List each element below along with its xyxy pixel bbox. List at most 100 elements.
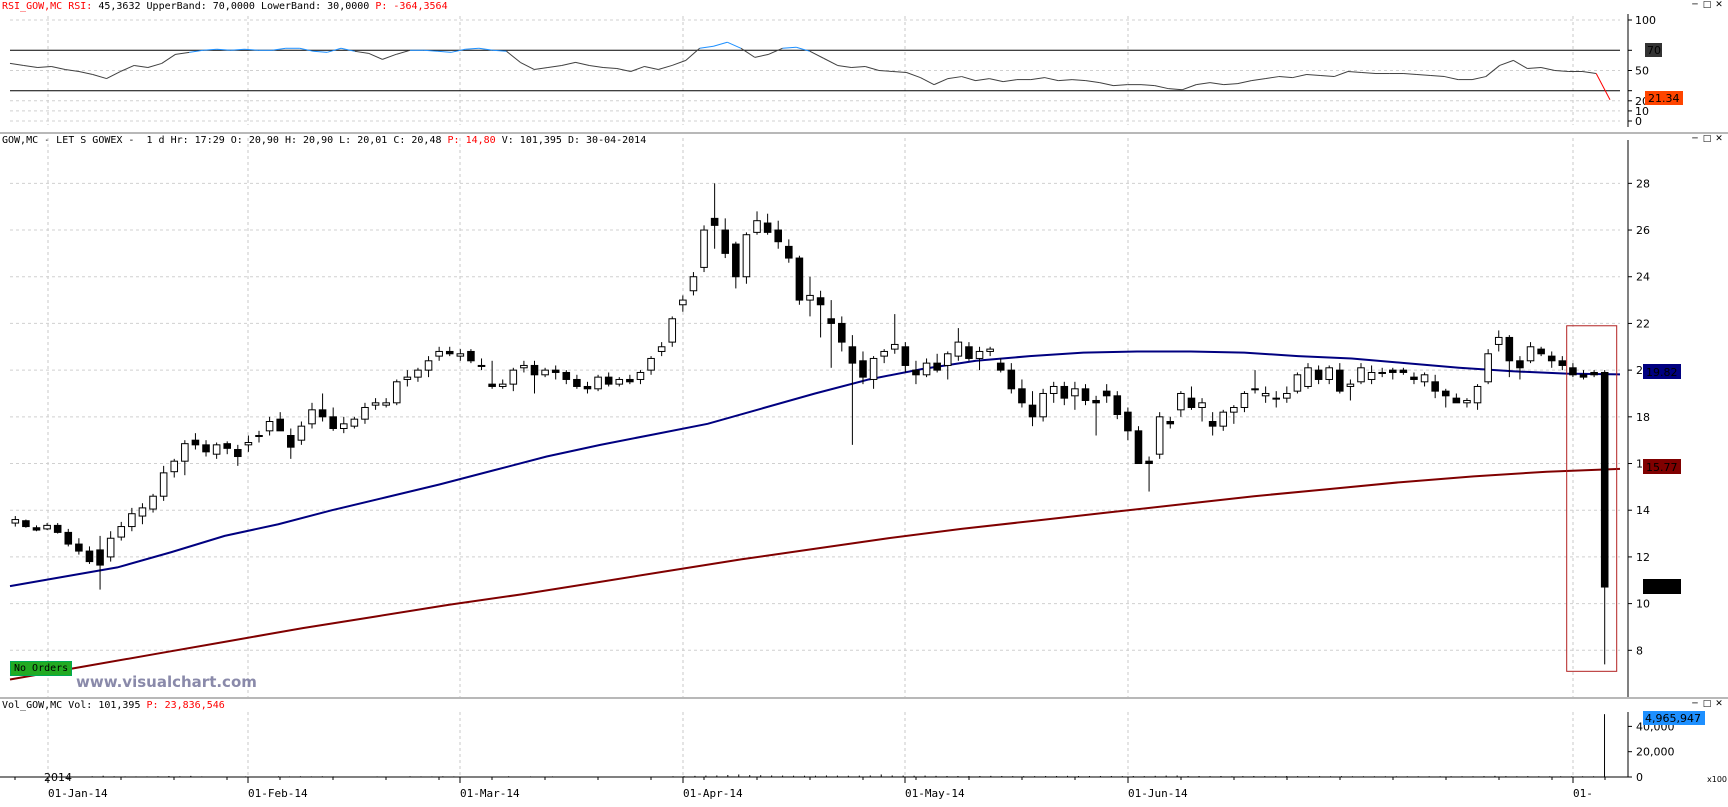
rsi-segment bbox=[203, 48, 217, 51]
rsi-segment bbox=[920, 77, 935, 86]
rsi-segment bbox=[147, 62, 162, 68]
rsi-segment bbox=[271, 47, 286, 51]
candle-up bbox=[159, 472, 168, 497]
price-y-tick-label: 18 bbox=[1636, 411, 1650, 424]
rsi-segment bbox=[1471, 76, 1486, 81]
rsi-segment bbox=[492, 49, 507, 52]
x-tick-label: 01-May-14 bbox=[905, 787, 965, 800]
rsi-segment bbox=[451, 48, 466, 53]
close-icon[interactable]: ✕ bbox=[1715, 0, 1723, 10]
candle-up bbox=[308, 409, 316, 425]
rsi-segment bbox=[368, 52, 383, 60]
candle-up bbox=[1484, 353, 1492, 383]
candle-down bbox=[996, 362, 1005, 371]
volume-y-tick-label: 0 bbox=[1636, 771, 1643, 784]
candle-up bbox=[1219, 411, 1228, 427]
candle-up bbox=[1420, 374, 1429, 383]
candle-up bbox=[1261, 392, 1270, 397]
rsi-segment bbox=[671, 59, 687, 66]
rsi-price-separator[interactable] bbox=[0, 132, 1728, 134]
rsi-segment bbox=[161, 53, 176, 64]
candle-down bbox=[85, 550, 94, 563]
candle-up bbox=[361, 406, 369, 420]
candle-down bbox=[1018, 388, 1026, 404]
rsi-segment bbox=[1527, 66, 1542, 69]
candle-up bbox=[668, 318, 677, 343]
restore-icon[interactable]: □ bbox=[1702, 0, 1712, 10]
close-icon[interactable]: ✕ bbox=[1715, 134, 1723, 144]
rsi-segment bbox=[1058, 79, 1073, 82]
volume-y-tick-label: 20,000 bbox=[1636, 746, 1675, 759]
candle-up bbox=[181, 443, 189, 462]
rsi-segment bbox=[1430, 75, 1445, 78]
minimize-icon[interactable]: ─ bbox=[1692, 134, 1698, 144]
price-volume-separator[interactable] bbox=[0, 697, 1728, 699]
rsi-segment bbox=[340, 47, 355, 52]
rsi-segment bbox=[1223, 83, 1238, 86]
rsi-segment bbox=[1499, 59, 1514, 66]
rsi-segment bbox=[713, 41, 728, 47]
rsi-segment bbox=[561, 61, 576, 66]
candle-down bbox=[234, 449, 242, 458]
candle-down bbox=[1134, 430, 1143, 465]
candle-down bbox=[1590, 371, 1598, 376]
candle-down bbox=[1113, 395, 1122, 415]
candle-up bbox=[212, 444, 221, 455]
candle-down bbox=[785, 245, 793, 259]
rsi-segment bbox=[1582, 71, 1597, 75]
price-y-tick-label: 14 bbox=[1636, 504, 1650, 517]
candle-up bbox=[170, 460, 179, 473]
candle-up bbox=[520, 364, 528, 369]
candle-down bbox=[551, 369, 560, 373]
candle-up bbox=[1155, 416, 1164, 455]
rsi-segment bbox=[1072, 79, 1086, 82]
candle-up bbox=[138, 507, 147, 517]
candle-up bbox=[371, 402, 380, 406]
candle-down bbox=[848, 346, 857, 364]
candle-down bbox=[1516, 360, 1524, 369]
candle-up bbox=[265, 420, 274, 432]
rsi-segment bbox=[327, 47, 342, 53]
rsi-segment bbox=[396, 49, 411, 55]
candle-up bbox=[541, 369, 549, 376]
candle-up bbox=[1293, 374, 1302, 392]
candle-up bbox=[297, 425, 306, 441]
candle-down bbox=[859, 360, 867, 378]
candle-down bbox=[763, 222, 772, 233]
rsi-segment bbox=[975, 78, 990, 82]
volume-header-p: P: 23,836,546 bbox=[146, 700, 225, 711]
minimize-icon[interactable]: ─ bbox=[1692, 0, 1698, 10]
rsi-segment bbox=[575, 61, 590, 66]
close-icon[interactable]: ✕ bbox=[1715, 699, 1723, 709]
x-tick-label: 01-Feb-14 bbox=[248, 787, 308, 800]
candle-up bbox=[636, 371, 645, 380]
candle-down bbox=[1600, 371, 1609, 588]
rsi-segment bbox=[175, 51, 190, 55]
rsi-header-upper: UpperBand: 70,0000 bbox=[146, 1, 255, 12]
rsi-segment bbox=[534, 66, 549, 70]
candle-up bbox=[498, 383, 507, 387]
rsi-segment bbox=[1306, 74, 1321, 77]
candle-down bbox=[1431, 381, 1439, 392]
price-y-tick-label: 12 bbox=[1636, 551, 1650, 564]
restore-icon[interactable]: □ bbox=[1702, 134, 1712, 144]
restore-icon[interactable]: □ bbox=[1702, 699, 1712, 709]
rsi-segment bbox=[1347, 71, 1362, 74]
candle-down bbox=[1166, 420, 1175, 425]
rsi-segment bbox=[630, 65, 645, 72]
candle-down bbox=[1028, 404, 1037, 418]
candle-down bbox=[933, 362, 941, 371]
rsi-segment bbox=[506, 50, 521, 63]
rsi-segment bbox=[1003, 79, 1017, 83]
candle-up bbox=[11, 519, 20, 524]
no-orders-badge[interactable]: No Orders bbox=[10, 661, 73, 676]
rsi-segment bbox=[382, 53, 397, 60]
minimize-icon[interactable]: ─ bbox=[1692, 699, 1698, 709]
rsi-segment bbox=[134, 64, 149, 68]
rsi-segment bbox=[865, 65, 880, 71]
rsi-segment bbox=[837, 64, 852, 68]
candle-up bbox=[435, 350, 443, 357]
rsi-segment bbox=[189, 49, 204, 53]
rsi-segment bbox=[947, 76, 962, 80]
